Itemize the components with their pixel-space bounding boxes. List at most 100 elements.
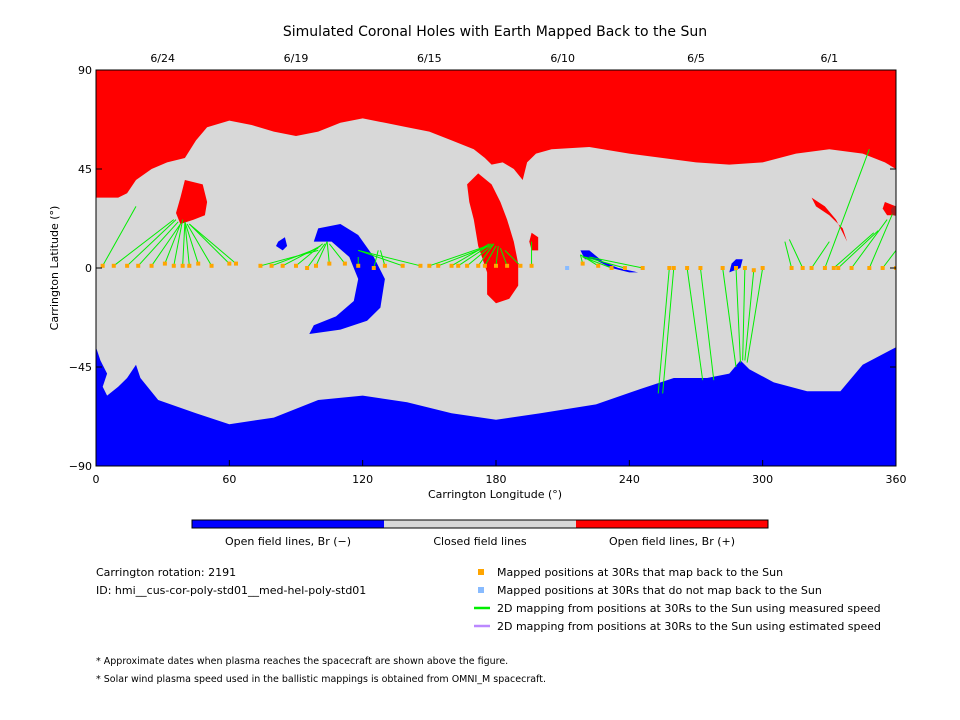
mapping-line <box>744 270 755 361</box>
mapping-line <box>151 223 181 267</box>
open-positive-region-1 <box>176 180 208 224</box>
date-tick-label: 6/15 <box>417 52 442 65</box>
mapping-line <box>457 243 492 267</box>
mapping-line <box>837 230 879 269</box>
mapping-line <box>699 267 715 381</box>
mapping-line <box>499 248 508 266</box>
mapping-line <box>188 223 230 264</box>
mapped-point <box>609 266 614 270</box>
mapping-line <box>326 241 330 264</box>
y-tick-label: −45 <box>69 361 92 374</box>
mapped-point <box>162 261 167 266</box>
mapping-line <box>315 241 328 267</box>
mapped-point <box>196 261 201 266</box>
mapping-line <box>182 221 186 266</box>
mapped-point <box>436 263 441 268</box>
mapping-line <box>824 149 870 269</box>
mapping-line <box>833 232 875 269</box>
mapping-line <box>742 267 746 361</box>
plot-area <box>96 70 896 466</box>
mapping-line <box>735 267 741 363</box>
mapped-point <box>227 261 232 266</box>
footpoint-marker <box>891 205 896 216</box>
colorbar-frame <box>191 519 769 529</box>
mapped-point <box>427 263 432 268</box>
mapping-line <box>184 221 190 266</box>
colorbar-segment <box>192 520 384 528</box>
mapping-line <box>662 267 675 394</box>
mapping-line <box>429 245 488 267</box>
mapped-point <box>209 263 214 268</box>
mapping-line <box>358 249 421 267</box>
mapped-point <box>822 266 827 270</box>
open-positive-region-4 <box>811 197 848 242</box>
legend: Mapped positions at 30Rs that map back t… <box>474 566 881 633</box>
mapped-point <box>400 263 405 268</box>
mapped-point <box>136 263 141 268</box>
date-tick-label: 6/24 <box>150 52 175 65</box>
mapped-point <box>698 266 703 270</box>
axes: 0 60 120 180 240 300 360 90 45 0 −45 −90 <box>69 64 907 486</box>
mapping-line <box>186 223 212 267</box>
x-axis-label: Carrington Longitude (°) <box>428 488 562 501</box>
mapped-point <box>789 266 794 270</box>
mapping-line <box>582 256 612 269</box>
model-id: ID: hmi__cus-cor-poly-std01__med-hel-pol… <box>96 584 367 597</box>
mapping-line <box>173 219 184 266</box>
mapped-point <box>760 266 765 270</box>
mapped-point <box>596 263 601 268</box>
open-positive-region-0 <box>96 70 896 198</box>
mapped-point <box>640 266 645 270</box>
date-tick-label: 6/1 <box>820 52 838 65</box>
mapped-point <box>356 263 361 268</box>
mapping-line <box>686 267 704 381</box>
legend-label: Mapped positions at 30Rs that map back t… <box>497 566 783 579</box>
mapping-line <box>113 219 175 267</box>
mapping-line <box>811 241 830 269</box>
mapped-point <box>149 263 154 268</box>
mapped-point <box>449 263 454 268</box>
mapped-point <box>187 263 192 268</box>
y-tick-label: −90 <box>69 460 92 473</box>
carrington-rotation: Carrington rotation: 2191 <box>96 566 237 579</box>
footnote-dates: * Approximate dates when plasma reaches … <box>96 656 509 667</box>
mapping-line <box>589 256 643 269</box>
mapping-line <box>484 245 497 267</box>
mapped-point <box>671 266 676 270</box>
legend-label: 2D mapping from positions at 30Rs to the… <box>497 602 881 615</box>
mapped-point <box>327 261 332 266</box>
x-tick-label: 60 <box>222 473 236 486</box>
mapping-line <box>184 221 199 264</box>
y-tick-label: 45 <box>78 163 92 176</box>
open-positive-region-2 <box>467 173 519 304</box>
mapped-point <box>111 263 116 268</box>
mapping-line <box>495 245 499 266</box>
colorbar-label: Closed field lines <box>433 535 527 548</box>
mapping-line <box>504 250 521 267</box>
mapped-point <box>125 263 130 268</box>
open-negative-region-2 <box>276 237 288 251</box>
mapping-line <box>657 267 670 394</box>
colorbar-label: Open field lines, Br (+) <box>609 535 735 548</box>
mapped-point <box>529 263 534 268</box>
mapped-point <box>269 263 274 268</box>
mapped-point <box>880 266 885 270</box>
mapped-point <box>742 266 747 270</box>
colorbar-label: Open field lines, Br (−) <box>225 535 351 548</box>
mapped-point <box>505 263 510 268</box>
mapped-point <box>371 266 376 270</box>
mapping-line <box>722 267 737 368</box>
mapping-line <box>282 245 321 267</box>
x-tick-label: 300 <box>752 473 773 486</box>
mapping-line <box>466 243 495 267</box>
legend-marker <box>478 587 484 593</box>
x-tick-label: 120 <box>352 473 373 486</box>
mapped-point <box>465 263 470 268</box>
y-tick-label: 90 <box>78 64 92 77</box>
mapped-point <box>280 263 285 268</box>
mapping-line <box>373 250 379 269</box>
mapping-line <box>306 243 326 269</box>
open-negative-region-1 <box>309 224 385 334</box>
legend-label: Mapped positions at 30Rs that do not map… <box>497 584 822 597</box>
